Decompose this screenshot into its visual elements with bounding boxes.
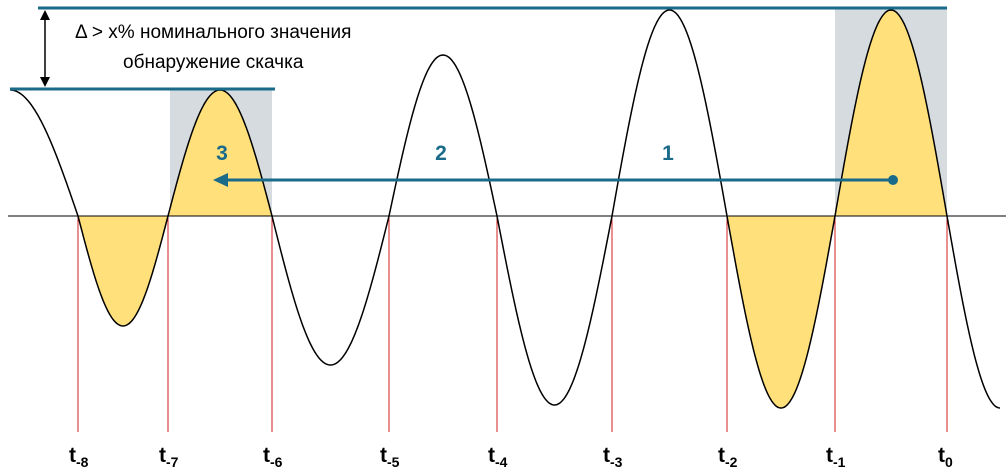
- waveform: [10, 9, 1001, 409]
- time-label-base: t: [826, 444, 833, 467]
- time-label: t-8: [69, 444, 89, 470]
- period-number: 1: [662, 142, 674, 165]
- time-label-base: t: [69, 444, 76, 467]
- time-label: t-1: [826, 444, 846, 470]
- time-label: t-4: [488, 444, 508, 470]
- time-label: t-6: [263, 444, 283, 470]
- time-label-sub: -3: [610, 454, 623, 470]
- time-label: t-7: [159, 444, 179, 470]
- time-label: t-2: [718, 444, 738, 470]
- time-label-base: t: [159, 444, 166, 467]
- half-wave-fill: [78, 216, 168, 326]
- time-label-base: t: [263, 444, 270, 467]
- time-label-sub: -7: [166, 454, 179, 470]
- annotation: обнаружение скачка: [123, 52, 304, 73]
- time-label-base: t: [718, 444, 725, 467]
- time-label-sub: 0: [945, 454, 953, 470]
- shift-arrow: [213, 173, 898, 187]
- period-number: 3: [216, 142, 228, 165]
- time-label-base: t: [603, 444, 610, 467]
- time-label-sub: -4: [495, 454, 508, 470]
- half-wave-fill: [168, 90, 272, 216]
- time-label: t-3: [603, 444, 623, 470]
- time-label-sub: -2: [725, 454, 738, 470]
- half-wave-fill: [835, 10, 947, 216]
- time-label-sub: -5: [387, 454, 400, 470]
- time-label-sub: -6: [270, 454, 283, 470]
- time-label-base: t: [380, 444, 387, 467]
- time-label: t-5: [380, 444, 400, 470]
- half-wave-fill: [727, 216, 835, 408]
- time-label-sub: -8: [76, 454, 89, 470]
- time-label-sub: -1: [833, 454, 846, 470]
- time-label-base: t: [938, 444, 945, 467]
- annotation: Δ > x% номинального значения: [75, 22, 351, 43]
- time-label-base: t: [488, 444, 495, 467]
- period-number: 2: [435, 142, 447, 165]
- delta-arrow: [40, 10, 50, 87]
- time-label: t0: [938, 444, 953, 470]
